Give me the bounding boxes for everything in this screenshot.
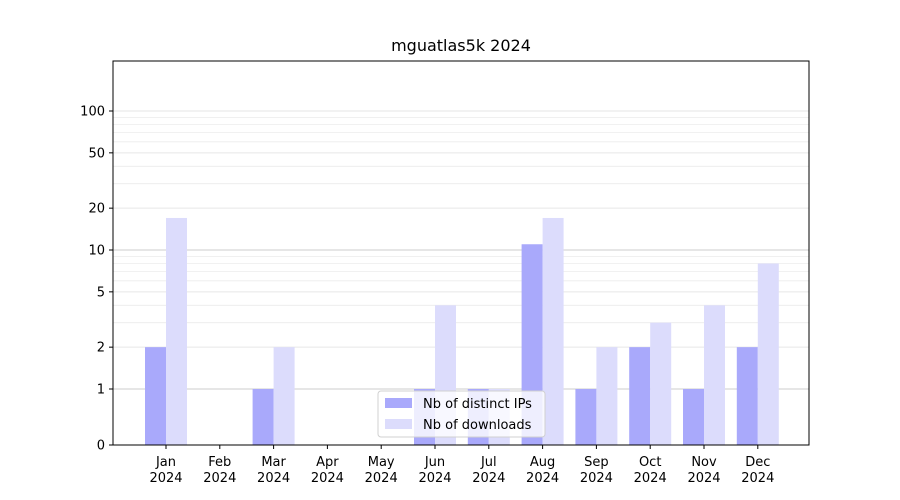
- legend-label: Nb of distinct IPs: [423, 397, 532, 412]
- x-tick-label-month: Sep: [584, 455, 609, 470]
- bar-distinct-ips: [736, 347, 758, 445]
- x-tick-label-year: 2024: [203, 471, 236, 486]
- x-tick-label-month: May: [368, 455, 395, 470]
- bar-downloads: [273, 347, 295, 445]
- bar-downloads: [757, 263, 779, 445]
- x-tick-label-year: 2024: [687, 471, 720, 486]
- chart-title: mguatlas5k 2024: [391, 36, 531, 55]
- x-tick-label-year: 2024: [472, 471, 505, 486]
- bar-downloads: [596, 347, 618, 445]
- plot-frame: [112, 60, 810, 446]
- x-tick-label-year: 2024: [580, 471, 613, 486]
- y-tick-label: 50: [88, 146, 105, 161]
- bar-downloads: [704, 305, 725, 445]
- y-tick-label: 20: [88, 202, 105, 217]
- y-tick-label: 10: [88, 244, 105, 259]
- bar-downloads: [166, 217, 187, 445]
- x-tick-label-month: Jun: [424, 455, 445, 470]
- y-tick-label: 2: [97, 341, 105, 356]
- y-tick-label: 5: [97, 285, 105, 300]
- x-tick-label-month: Jan: [155, 455, 176, 470]
- x-tick-label-month: Apr: [316, 455, 339, 470]
- y-axis: 0 1 2 5 10 20 50 100: [80, 105, 113, 454]
- bar-downloads: [542, 217, 564, 445]
- x-tick-label-month: Nov: [691, 455, 717, 470]
- x-axis: Jan2024Feb2024Mar2024Apr2024May2024Jun20…: [149, 445, 774, 486]
- x-tick-label-month: Jul: [480, 455, 497, 470]
- bar-distinct-ips: [575, 389, 597, 445]
- x-tick-label-year: 2024: [149, 471, 182, 486]
- x-tick-label-year: 2024: [634, 471, 667, 486]
- x-tick-label-year: 2024: [311, 471, 344, 486]
- bar-distinct-ips: [629, 347, 651, 445]
- x-tick-label-month: Feb: [208, 455, 231, 470]
- x-tick-label-year: 2024: [418, 471, 451, 486]
- bar-downloads: [650, 322, 672, 445]
- y-tick-label: 1: [97, 383, 105, 398]
- legend: Nb of distinct IPs Nb of downloads: [377, 390, 546, 438]
- bars: [145, 217, 779, 445]
- x-tick-label-year: 2024: [741, 471, 774, 486]
- legend-swatch: [385, 398, 412, 408]
- x-tick-label-year: 2024: [365, 471, 398, 486]
- x-tick-label-month: Oct: [639, 455, 661, 470]
- bar-distinct-ips: [683, 389, 704, 445]
- y-tick-label: 100: [80, 105, 105, 120]
- y-tick-label: 0: [97, 439, 105, 454]
- grid: [113, 110, 809, 446]
- x-tick-label-month: Mar: [261, 455, 286, 470]
- bar-distinct-ips: [252, 389, 274, 445]
- bar-distinct-ips: [145, 347, 166, 445]
- x-tick-label-year: 2024: [257, 471, 290, 486]
- legend-swatch: [385, 419, 412, 429]
- legend-label: Nb of downloads: [423, 418, 532, 433]
- legend-box: [377, 390, 546, 438]
- x-tick-label-month: Aug: [530, 455, 555, 470]
- x-tick-label-year: 2024: [526, 471, 559, 486]
- x-tick-label-month: Dec: [745, 455, 770, 470]
